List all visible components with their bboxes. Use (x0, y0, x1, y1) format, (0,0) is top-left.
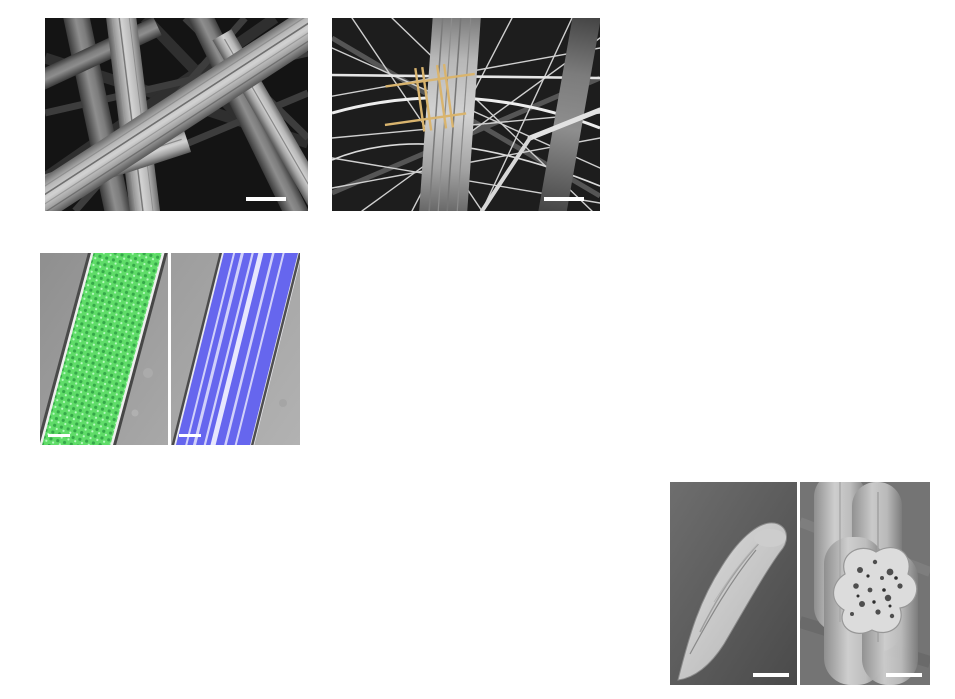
ribbon-shape (677, 522, 787, 681)
panel-d-cw-cnfs-image (171, 253, 300, 445)
panel-h-pore-distribution-chart (330, 468, 655, 698)
panel-d-left-scalebar-line (48, 433, 70, 437)
rod-cross-section-art (800, 482, 930, 685)
panel-i-ribbon-image (670, 482, 797, 685)
panel-a-sem-image (45, 18, 308, 211)
main-fiber (45, 18, 308, 211)
panel-c-fiber-diameter-histogram (593, 6, 955, 224)
panel-i-left-scalebar-line (753, 673, 789, 677)
panel-b-scalebar-line (544, 197, 584, 201)
panel-e-viscosity-chart (330, 238, 650, 460)
panel-f-ftir-chart (650, 238, 955, 460)
cw-cnfs-art (171, 253, 300, 445)
panel-i-right-scalebar (886, 671, 922, 677)
panel-i-rod-image (800, 482, 930, 685)
rod-cut-face (833, 547, 918, 634)
panel-d-fitc-zein-image (40, 253, 168, 445)
panel-a-scalebar (246, 195, 286, 201)
panel-b-scalebar (544, 195, 584, 201)
panel-b-sem-image (332, 18, 600, 211)
panel-d-left-scalebar (48, 432, 70, 437)
fitc-zein-art (40, 253, 168, 445)
green-fiber-band (40, 253, 168, 445)
porous-texture (850, 559, 903, 619)
panel-d-right-scalebar-line (179, 433, 201, 437)
blue-fiber-band (171, 253, 300, 445)
panel-i-left-scalebar (753, 671, 789, 677)
panel-i-right-scalebar-line (886, 673, 922, 677)
sem-network-art (332, 18, 600, 211)
panel-a-scalebar-line (246, 197, 286, 201)
fiber (102, 18, 164, 211)
panel-g-porosity-chart (18, 468, 330, 696)
ribbon-cross-section-art (670, 482, 797, 685)
measurement-calipers (384, 63, 475, 132)
panel-d-right-scalebar (179, 432, 201, 437)
sem-fibers-art (45, 18, 308, 211)
